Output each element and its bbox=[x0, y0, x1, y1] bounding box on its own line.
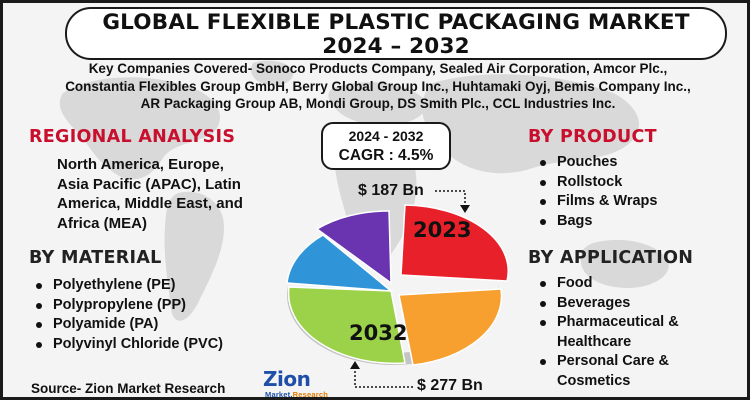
pie-slice-blue bbox=[286, 234, 394, 292]
regional-line-4: Africa (MEA) bbox=[57, 214, 148, 232]
forecast-period: 2024 - 2032 bbox=[348, 128, 424, 144]
title-banner: GLOBAL FLEXIBLE PLASTIC PACKAGING MARKET… bbox=[65, 7, 727, 60]
regional-line-3: America, Middle East, and bbox=[57, 195, 243, 212]
source-note: Source- Zion Market Research bbox=[31, 381, 226, 396]
pie-slice-green bbox=[287, 286, 406, 365]
pie-slice-purple bbox=[315, 210, 392, 285]
by-application-heading: BY APPLICATION bbox=[528, 248, 694, 268]
value-2032-label: $ 277 Bn bbox=[417, 377, 483, 394]
pie-label-2032: 2032 bbox=[349, 321, 407, 345]
bullet-icon bbox=[540, 300, 546, 307]
bullet-icon bbox=[540, 199, 546, 205]
bullet-icon bbox=[36, 322, 42, 328]
main-title: GLOBAL FLEXIBLE PLASTIC PACKAGING MARKET bbox=[102, 10, 690, 35]
bullet-icon bbox=[36, 283, 42, 289]
list-item: Food bbox=[537, 274, 679, 294]
by-material-heading: BY MATERIAL bbox=[29, 248, 162, 268]
regional-line-1: North America, Europe, bbox=[57, 156, 224, 173]
list-item: Bags bbox=[537, 212, 657, 232]
list-item: Polypropylene (PP) bbox=[33, 296, 223, 316]
key-companies: Key Companies Covered- Sonoco Products C… bbox=[13, 60, 743, 113]
list-item: Healthcare bbox=[557, 333, 632, 350]
pie-slice-red bbox=[400, 204, 509, 282]
list-item: Beverages bbox=[537, 294, 679, 314]
material-list: Polyethylene (PE) Polypropylene (PP) Pol… bbox=[33, 276, 223, 354]
list-item: Personal Care & bbox=[537, 352, 679, 372]
regional-analysis-heading: REGIONAL ANALYSIS bbox=[29, 127, 236, 147]
list-item: Polyvinyl Chloride (PVC) bbox=[33, 335, 223, 355]
list-item: Polyamide (PA) bbox=[33, 315, 223, 335]
bullet-icon bbox=[540, 320, 546, 326]
bullet-icon bbox=[540, 218, 546, 225]
pie-slice-orange bbox=[398, 288, 503, 366]
companies-line-1: Key Companies Covered- Sonoco Products C… bbox=[88, 61, 668, 76]
bullet-icon bbox=[540, 160, 546, 166]
application-list: Food Beverages Pharmaceutical & Healthca… bbox=[537, 274, 679, 391]
list-item: Polyethylene (PE) bbox=[33, 276, 223, 296]
bullet-icon bbox=[36, 341, 42, 348]
list-item: Cosmetics bbox=[557, 372, 631, 389]
list-item: Pharmaceutical & bbox=[537, 313, 679, 333]
bullet-icon bbox=[36, 302, 42, 309]
bullet-icon bbox=[540, 179, 546, 186]
logo-subtitle: Market.Research bbox=[265, 390, 329, 399]
product-list: Pouches Rollstock Films & Wraps Bags bbox=[537, 153, 657, 231]
logo-word: Zion bbox=[263, 367, 311, 391]
title-period: 2024 – 2032 bbox=[322, 34, 470, 59]
bullet-icon bbox=[540, 281, 546, 287]
companies-line-2: Constantia Flexibles Group GmbH, Berry G… bbox=[65, 78, 691, 94]
cagr-value: CAGR : 4.5% bbox=[338, 147, 434, 164]
zion-logo: Zion Market.Research bbox=[259, 367, 331, 399]
pie-graphic: 2023 2032 bbox=[286, 204, 509, 366]
by-product-heading: BY PRODUCT bbox=[528, 127, 657, 147]
value-2024-label: $ 187 Bn bbox=[358, 182, 424, 199]
bullet-icon bbox=[540, 359, 546, 365]
list-item: Pouches bbox=[537, 153, 657, 173]
regional-analysis-text: North America, Europe, Asia Pacific (APA… bbox=[57, 155, 282, 233]
list-item: Films & Wraps bbox=[537, 192, 657, 212]
list-item: Rollstock bbox=[537, 173, 657, 193]
companies-line-3: AR Packaging Group AB, Mondi Group, DS S… bbox=[140, 96, 616, 111]
pie-label-2023: 2023 bbox=[413, 218, 471, 242]
cagr-box: 2024 - 2032 CAGR : 4.5% bbox=[321, 122, 451, 170]
regional-line-2: Asia Pacific (APAC), Latin bbox=[57, 175, 241, 193]
